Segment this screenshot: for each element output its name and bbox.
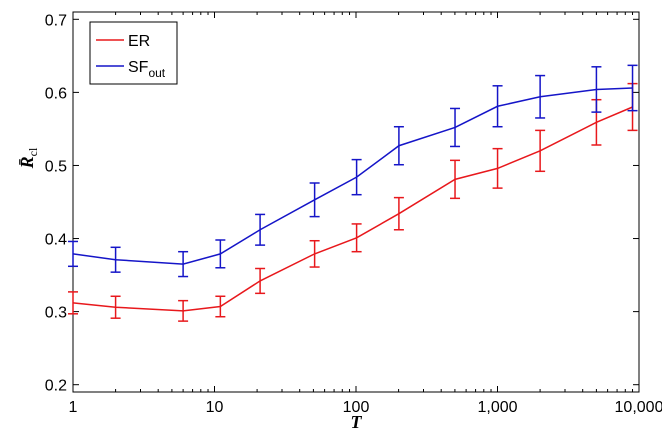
series-sf-out [68, 64, 638, 278]
y-axis-title: R̄cl [17, 147, 40, 169]
y-axis-title-sub: cl [26, 147, 40, 156]
y-tick-label: 0.5 [45, 158, 67, 175]
x-tick-label: 1 [69, 399, 78, 416]
error-bar [627, 64, 638, 112]
error-bar [393, 196, 404, 231]
error-bar [351, 158, 362, 196]
error-bar [215, 295, 226, 318]
error-bar [178, 250, 189, 278]
error-bar [351, 223, 362, 253]
error-bar [110, 295, 121, 319]
error-bar [535, 74, 546, 119]
error-bar [492, 147, 503, 189]
error-bar [68, 291, 78, 315]
x-axis-title: T [351, 412, 363, 432]
x-tick-label: 1,000 [477, 399, 517, 416]
error-bar [255, 267, 266, 295]
error-bar [255, 213, 266, 246]
legend-label-sf-out: SFout [128, 59, 166, 80]
error-bar [178, 299, 189, 322]
y-tick-label: 0.6 [45, 85, 67, 102]
x-tick-label: 100 [343, 399, 370, 416]
y-tick-label: 0.7 [45, 12, 67, 29]
svg-text:R̄cl: R̄cl [17, 147, 40, 169]
x-tick-label: 10,000 [615, 399, 662, 416]
error-bar [591, 66, 602, 113]
error-bar [68, 240, 78, 268]
error-bar [110, 246, 121, 273]
y-axis-title-main: R̄ [17, 156, 37, 169]
x-tick-label: 10 [206, 399, 224, 416]
error-bar [309, 182, 320, 218]
error-bar [492, 85, 503, 128]
error-bar [450, 107, 461, 148]
axis-ticks: 1 10 100 1,000 10,000 0.2 0.3 0.4 0.5 0.6 0.7 [45, 12, 662, 416]
series-layer [68, 64, 638, 322]
error-bar [535, 129, 546, 173]
series-er [68, 82, 638, 322]
y-tick-label: 0.3 [45, 305, 67, 322]
y-tick-label: 0.2 [45, 378, 67, 395]
error-bar [450, 159, 461, 200]
error-bar [215, 239, 226, 269]
y-tick-label: 0.4 [45, 232, 67, 249]
error-bar [309, 239, 320, 268]
legend-box [89, 21, 178, 85]
legend-label-er: ER [128, 33, 150, 50]
legend: ER SFout [89, 21, 178, 85]
error-bar [393, 125, 404, 166]
